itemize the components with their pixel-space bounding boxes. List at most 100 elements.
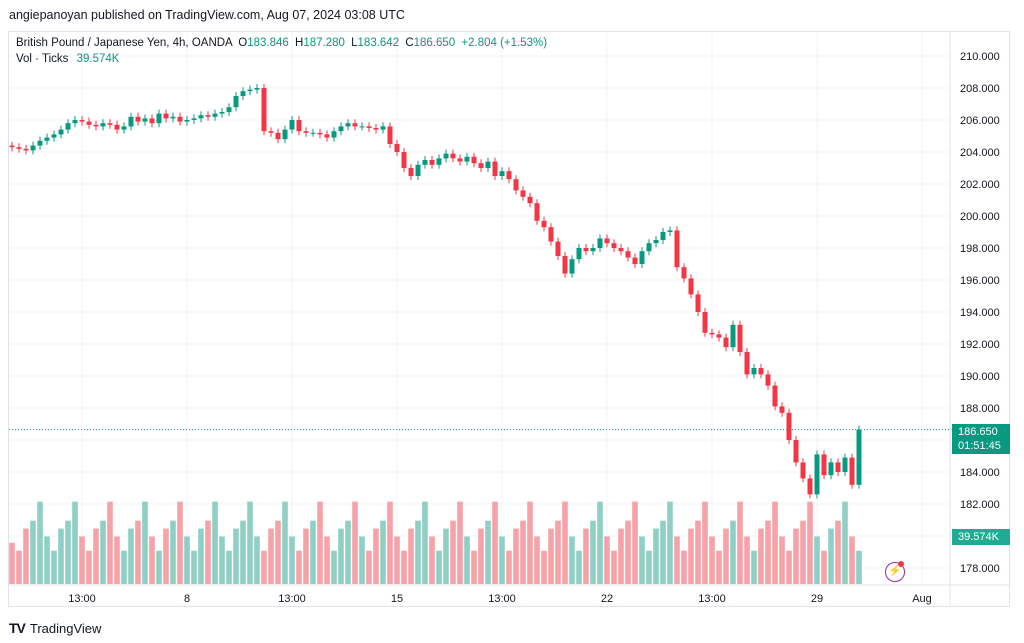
legend-volume-row: Vol · Ticks 39.574K	[16, 51, 547, 67]
x-tick-label: 13:00	[488, 593, 516, 605]
candle-body	[338, 126, 344, 132]
candle-body	[821, 454, 827, 476]
volume-bar	[380, 520, 386, 584]
volume-bar	[611, 550, 617, 584]
candle-body	[555, 241, 561, 256]
volume-bar	[247, 501, 253, 584]
candle-body	[72, 120, 78, 124]
volume-bar	[646, 550, 652, 584]
candle-body	[240, 91, 246, 96]
candle-body	[814, 454, 820, 495]
candle-body	[261, 88, 267, 132]
candle-body	[450, 153, 456, 159]
volume-bar	[457, 501, 463, 584]
volume-bar	[674, 536, 680, 584]
volume-bar	[800, 520, 806, 584]
volume-bar	[471, 550, 477, 584]
volume-bar	[443, 528, 449, 584]
x-tick-label: 29	[811, 593, 823, 605]
candle-body	[849, 457, 855, 485]
candle-body	[856, 429, 862, 485]
legend-ohlc-row: British Pound / Japanese Yen, 4h, OANDA …	[16, 35, 547, 51]
volume-bar	[114, 536, 120, 584]
volume-bar	[716, 550, 722, 584]
candle-body	[121, 126, 127, 130]
candle-body	[772, 385, 778, 407]
volume-bar	[548, 528, 554, 584]
chart-legend: British Pound / Japanese Yen, 4h, OANDA …	[16, 35, 547, 67]
candle-body	[583, 248, 589, 252]
candle-body	[268, 131, 274, 133]
x-tick-label: 8	[184, 593, 190, 605]
candle-body	[744, 352, 750, 375]
volume-bar	[513, 528, 519, 584]
candle-body	[30, 145, 36, 151]
volume-bar	[128, 528, 134, 584]
candle-body	[765, 374, 771, 386]
volume-bar	[408, 528, 414, 584]
candle-body	[800, 462, 806, 479]
volume-bar	[324, 536, 330, 584]
candle-body	[352, 123, 358, 127]
volume-bar	[618, 528, 624, 584]
chart-frame[interactable]	[8, 31, 1010, 607]
volume-bar	[275, 520, 281, 584]
volume-bar	[597, 501, 603, 584]
candle-body	[681, 267, 687, 279]
volume-bar	[723, 528, 729, 584]
candle-body	[723, 337, 729, 348]
volume-bar	[23, 528, 29, 584]
volume-bar	[233, 528, 239, 584]
volume-bar	[485, 520, 491, 584]
candle-body	[226, 107, 232, 112]
volume-bar	[688, 528, 694, 584]
header-bar: angiepanoyan published on TradingView.co…	[0, 0, 1024, 30]
volume-bar	[226, 550, 232, 584]
candle-body	[93, 124, 99, 127]
volume-bar	[219, 536, 225, 584]
volume-bar	[373, 528, 379, 584]
candle-body	[653, 240, 659, 244]
candle-body	[751, 368, 757, 375]
candle-body	[492, 161, 498, 176]
volume-bar	[422, 501, 428, 584]
candle-body	[527, 196, 533, 204]
candle-body	[499, 171, 505, 176]
candle-body	[16, 147, 22, 149]
volume-bar	[331, 550, 337, 584]
volume-bar	[534, 536, 540, 584]
volume-bar	[149, 536, 155, 584]
candle-body	[86, 121, 92, 125]
volume-bar	[107, 501, 113, 584]
price-chart[interactable]: 178.000180.000182.000184.000186.000188.0…	[0, 0, 1024, 610]
volume-bar	[667, 501, 673, 584]
y-tick-label: 200.000	[960, 211, 1000, 223]
candle-body	[702, 312, 708, 333]
y-tick-label: 198.000	[960, 243, 1000, 255]
candle-body	[303, 131, 309, 133]
footer-brand: TradingView	[29, 620, 102, 636]
volume-bar	[450, 520, 456, 584]
candle-body	[65, 123, 71, 130]
volume-bar	[429, 536, 435, 584]
volume-bar	[590, 520, 596, 584]
volume-bar	[359, 536, 365, 584]
candle-body	[709, 332, 715, 335]
volume-bar	[695, 520, 701, 584]
candle-body	[807, 478, 813, 495]
candle-body	[163, 113, 169, 119]
tradingview-logo-icon: TV	[9, 620, 26, 636]
lightning-icon[interactable]: ⚡	[885, 562, 905, 582]
volume-bar	[702, 501, 708, 584]
candle-body	[296, 120, 302, 132]
candle-body	[149, 118, 155, 124]
volume-bar	[198, 528, 204, 584]
volume-bar	[310, 520, 316, 584]
volume-bar	[121, 550, 127, 584]
candle-body	[100, 123, 106, 127]
candle-body	[366, 126, 372, 128]
candle-body	[737, 324, 743, 352]
candle-body	[457, 158, 463, 162]
candle-body	[275, 132, 281, 140]
candle-body	[590, 248, 596, 252]
